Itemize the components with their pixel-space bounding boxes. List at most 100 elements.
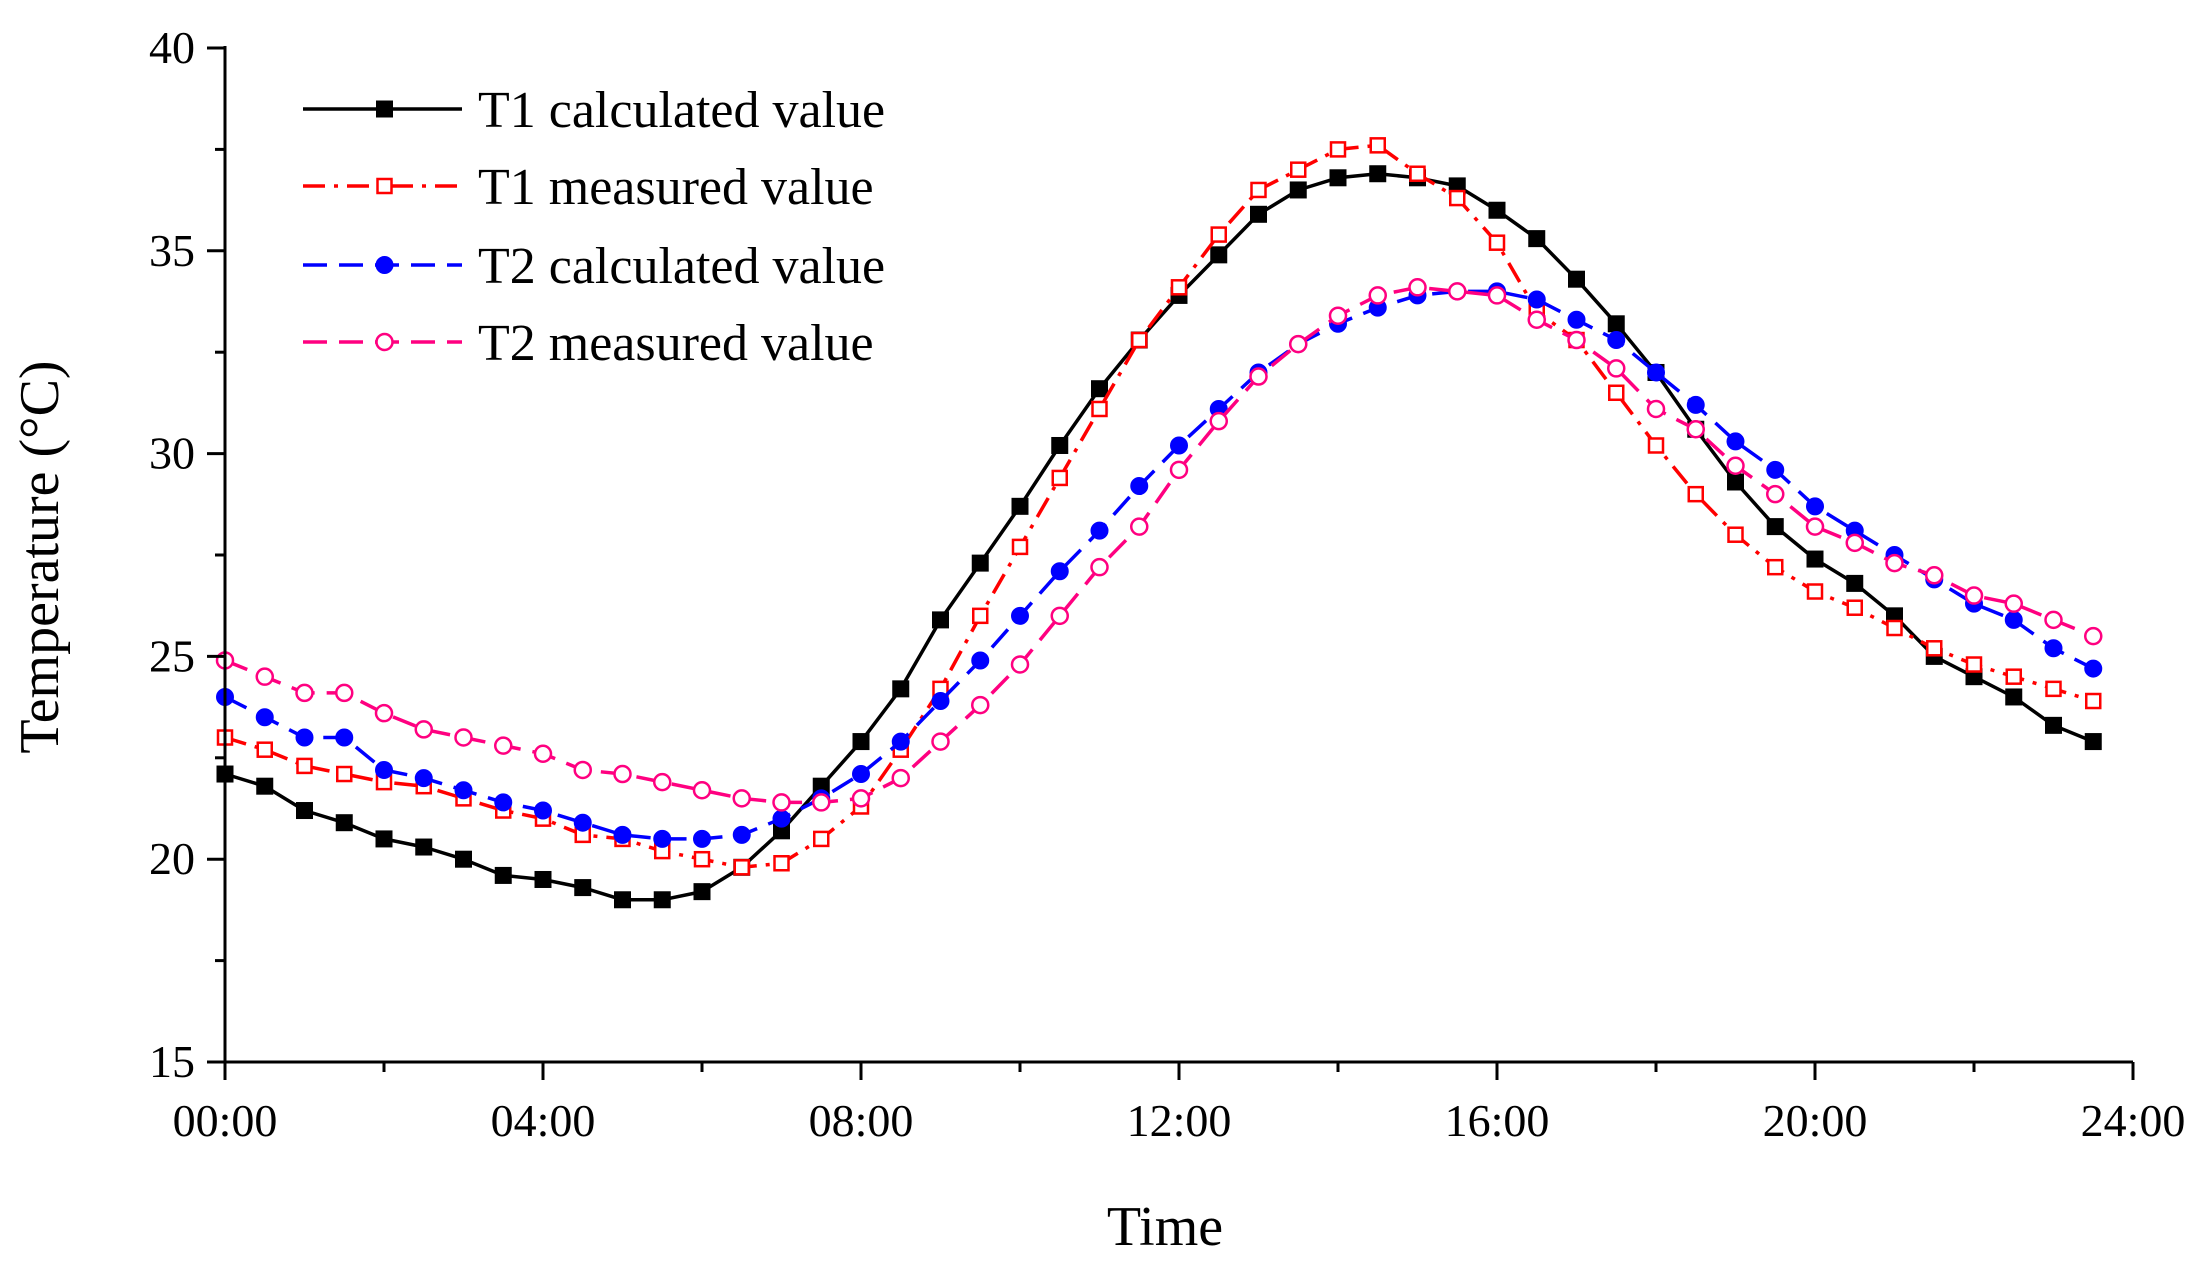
- data-point: [1846, 574, 1864, 592]
- data-point: [2084, 626, 2103, 646]
- data-point: [892, 680, 910, 698]
- data-point: [931, 732, 950, 751]
- data-point: [1488, 201, 1506, 219]
- data-point: [1726, 432, 1745, 451]
- data-point: [1050, 606, 1069, 626]
- data-point: [1250, 205, 1267, 223]
- data-point: [1250, 181, 1267, 199]
- data-point: [2004, 610, 2023, 629]
- data-point: [1845, 533, 1864, 553]
- data-point: [1130, 517, 1149, 536]
- x-tick-label: 20:00: [1763, 1095, 1868, 1146]
- data-point: [494, 793, 513, 812]
- data-point: [1567, 310, 1586, 329]
- data-point: [1051, 436, 1069, 454]
- data-point: [1448, 282, 1467, 301]
- y-tick-label: 15: [149, 1036, 195, 1087]
- data-point: [2045, 716, 2062, 734]
- data-point: [971, 695, 990, 715]
- data-point: [1965, 656, 1983, 673]
- data-point: [1528, 230, 1546, 248]
- data-point: [852, 765, 870, 784]
- data-point: [1726, 456, 1745, 476]
- data-point: [1686, 420, 1705, 439]
- legend-label: T1 calculated value: [478, 82, 885, 139]
- data-point: [1885, 553, 1904, 573]
- data-point: [773, 855, 790, 872]
- series-1: [216, 165, 2102, 909]
- data-point: [494, 736, 513, 755]
- data-point: [1091, 380, 1108, 398]
- data-point: [1210, 226, 1227, 243]
- data-point: [255, 708, 274, 727]
- data-point: [1925, 566, 1944, 585]
- data-point: [296, 757, 313, 775]
- data-point: [573, 813, 592, 832]
- y-tick-label: 40: [149, 22, 195, 73]
- data-point: [573, 760, 592, 780]
- data-point: [932, 611, 949, 629]
- data-point: [1767, 558, 1784, 576]
- data-point: [1766, 518, 1784, 536]
- data-point: [1090, 521, 1109, 540]
- data-point: [1368, 286, 1387, 305]
- data-point: [336, 765, 353, 783]
- data-point: [1806, 583, 1824, 600]
- data-point: [2005, 688, 2023, 706]
- data-point: [693, 829, 711, 848]
- data-point: [1289, 334, 1308, 354]
- legend-label: T1 measured value: [478, 159, 874, 216]
- data-point: [1329, 169, 1347, 187]
- data-point: [534, 870, 552, 888]
- data-point: [1209, 411, 1228, 431]
- x-tick-label: 08:00: [809, 1095, 914, 1146]
- data-point: [1527, 310, 1546, 330]
- data-point: [454, 728, 473, 747]
- data-point: [1091, 400, 1108, 418]
- y-tick-label: 25: [149, 630, 195, 681]
- data-point: [852, 733, 870, 751]
- data-point: [375, 830, 393, 848]
- data-point: [1926, 640, 1943, 657]
- data-point: [732, 825, 751, 844]
- x-axis-title: Time: [1107, 1196, 1223, 1258]
- data-point: [2045, 680, 2062, 698]
- legend-item-2: T1 measured value: [303, 159, 874, 216]
- data-point: [2085, 692, 2102, 710]
- data-point: [1607, 359, 1626, 378]
- data-point: [1964, 586, 1984, 605]
- data-point: [613, 764, 632, 784]
- data-point: [574, 879, 592, 897]
- data-point: [1329, 141, 1347, 158]
- data-point: [375, 760, 393, 779]
- data-point: [1805, 517, 1825, 536]
- data-point: [1568, 270, 1585, 288]
- data-point: [335, 728, 354, 747]
- data-point: [414, 720, 433, 739]
- data-point: [971, 554, 989, 572]
- data-point: [1647, 437, 1665, 454]
- data-point: [1806, 497, 1824, 516]
- data-point: [1131, 331, 1148, 349]
- data-point: [772, 793, 791, 812]
- data-point: [1369, 137, 1386, 154]
- data-point: [1249, 367, 1268, 386]
- data-point: [732, 789, 751, 808]
- legend-marker: [375, 256, 394, 274]
- data-point: [1051, 469, 1068, 487]
- data-point: [256, 777, 274, 795]
- data-point: [2084, 659, 2103, 678]
- x-tick-label: 00:00: [173, 1095, 278, 1146]
- data-point: [455, 850, 472, 868]
- data-point: [374, 703, 394, 723]
- x-tick-label: 12:00: [1127, 1095, 1232, 1146]
- data-point: [1169, 460, 1189, 480]
- data-point: [613, 825, 632, 844]
- x-tick-label: 24:00: [2081, 1095, 2186, 1146]
- data-point: [1328, 306, 1348, 325]
- data-point: [1846, 599, 1863, 616]
- data-point: [1686, 395, 1705, 414]
- data-point: [1449, 189, 1466, 207]
- data-point: [2044, 610, 2063, 630]
